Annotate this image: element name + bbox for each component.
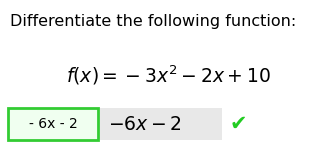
- Text: $f(x) = -3x^2 - 2x + 10$: $f(x) = -3x^2 - 2x + 10$: [66, 63, 270, 87]
- FancyBboxPatch shape: [100, 108, 222, 140]
- Text: $-6x - 2$: $-6x - 2$: [108, 114, 182, 133]
- Text: ✔: ✔: [230, 114, 248, 134]
- Text: Differentiate the following function:: Differentiate the following function:: [10, 14, 296, 29]
- Text: - 6x - 2: - 6x - 2: [29, 117, 77, 131]
- FancyBboxPatch shape: [8, 108, 98, 140]
